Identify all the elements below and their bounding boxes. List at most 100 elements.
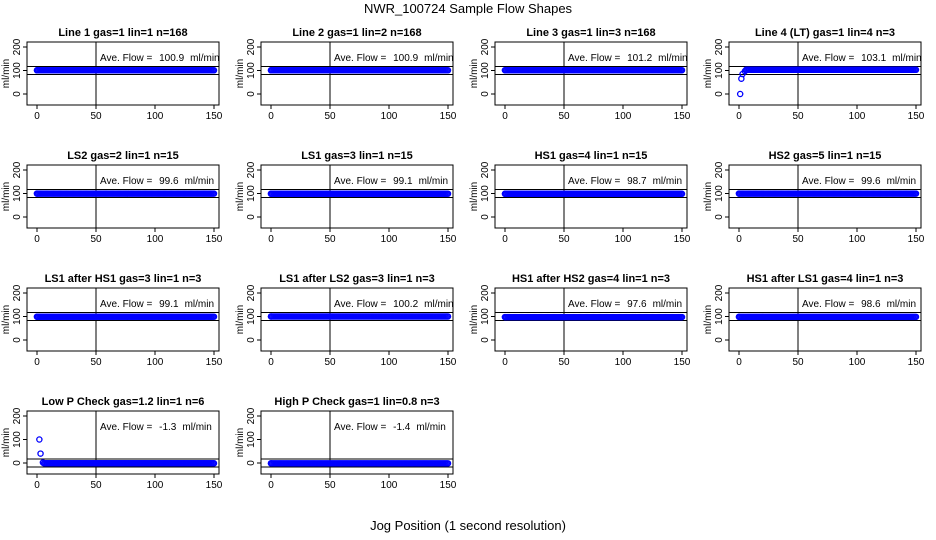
plot-frame	[260, 41, 454, 106]
y-tick-label: 0	[246, 91, 257, 97]
y-tick-label: 100	[12, 308, 23, 325]
panel-title: Line 2 gas=1 lin=2 n=168	[292, 27, 421, 39]
x-tick-label: 150	[440, 234, 457, 245]
y-axis-label: ml/min	[1, 182, 12, 211]
x-tick-label: 150	[206, 357, 223, 368]
average-flow-value: 103.1	[861, 53, 886, 64]
panel-title: LS2 gas=2 lin=1 n=15	[67, 150, 179, 162]
data-point	[678, 190, 686, 198]
y-tick-label: 0	[12, 460, 23, 466]
y-tick-label: 0	[12, 91, 23, 97]
plot-frame	[494, 164, 688, 229]
x-tick-label: 50	[90, 234, 102, 245]
x-tick-label: 100	[615, 111, 632, 122]
x-tick-label: 100	[147, 234, 164, 245]
y-tick-label: 100	[480, 308, 491, 325]
data-points	[267, 313, 452, 320]
panel-8: HS2 gas=5 lin=1 n=150 50 100 1500100200ml/m…	[703, 150, 925, 245]
x-tick-label: 100	[849, 111, 866, 122]
average-flow-value: 97.6	[627, 299, 647, 310]
y-tick-label: 0	[480, 91, 491, 97]
average-flow-unit: ml/min	[658, 53, 687, 64]
y-tick-label: 0	[714, 214, 725, 220]
average-flow-value: 99.1	[393, 176, 413, 187]
plot-frame	[260, 410, 454, 475]
average-flow-label: Ave. Flow = 99.6 ml/min	[802, 176, 916, 187]
y-tick-label: 200	[480, 284, 491, 301]
x-tick-label: 150	[206, 480, 223, 491]
data-points	[36, 436, 218, 467]
x-tick-label: 50	[324, 234, 336, 245]
average-flow-unit: ml/min	[653, 299, 682, 310]
x-tick-label: 150	[674, 357, 691, 368]
x-tick-label: 100	[147, 111, 164, 122]
average-flow-value: 99.6	[159, 176, 179, 187]
average-flow-unit: ml/min	[892, 53, 921, 64]
x-tick-label: 50	[792, 234, 804, 245]
data-points	[33, 67, 218, 74]
panel-title: Line 4 (LT) gas=1 lin=4 n=3	[755, 27, 895, 39]
x-tick-label: 100	[615, 357, 632, 368]
average-flow-label: Ave. Flow = 97.6 ml/min	[568, 299, 682, 310]
average-flow-label: Ave. Flow = 98.7 ml/min	[568, 176, 682, 187]
page-title: NWR_100724 Sample Flow Shapes	[363, 1, 573, 16]
average-flow-prefix: Ave. Flow =	[568, 53, 623, 64]
data-point	[210, 67, 218, 74]
y-tick-label: 200	[12, 38, 23, 55]
average-flow-label: Ave. Flow = -1.4 ml/min	[334, 422, 446, 433]
y-tick-label: 200	[480, 38, 491, 55]
y-tick-label: 100	[246, 185, 257, 202]
average-flow-label: Ave. Flow = 99.6 ml/min	[100, 176, 214, 187]
average-flow-label: Ave. Flow = 98.6 ml/min	[802, 299, 916, 310]
panel-7: HS1 gas=4 lin=1 n=150 50 100 1500100200ml/m…	[469, 150, 691, 245]
x-tick-label: 0	[34, 480, 40, 491]
plot-frame	[260, 164, 454, 229]
panel-title: LS1 after HS1 gas=3 lin=1 n=3	[45, 273, 202, 285]
panel-11: HS1 after HS2 gas=4 lin=1 n=3 0 50 100 150 0 1…	[469, 273, 691, 368]
x-tick-label: 0	[268, 111, 274, 122]
x-tick-label: 50	[90, 111, 102, 122]
data-point	[678, 313, 686, 321]
y-tick-label: 0	[12, 214, 23, 220]
x-tick-label: 50	[558, 357, 570, 368]
y-tick-label: 100	[12, 62, 23, 79]
average-flow-prefix: Ave. Flow =	[802, 299, 857, 310]
average-flow-prefix: Ave. Flow =	[802, 176, 857, 187]
average-flow-label: Ave. Flow = 101.2 ml/min	[568, 53, 688, 64]
average-flow-prefix: Ave. Flow =	[568, 299, 623, 310]
y-axis-label: ml/min	[469, 305, 480, 334]
y-tick-label: 100	[480, 185, 491, 202]
panel-title: HS1 after HS2 gas=4 lin=1 n=3	[512, 273, 670, 285]
average-flow-unit: ml/min	[185, 299, 214, 310]
y-axis-label: ml/min	[703, 59, 714, 88]
data-points	[501, 66, 686, 74]
x-tick-label: 150	[440, 111, 457, 122]
y-tick-label: 200	[714, 161, 725, 178]
average-flow-value: 99.1	[159, 299, 179, 310]
data-point	[912, 313, 920, 321]
x-tick-label: 50	[324, 111, 336, 122]
average-flow-prefix: Ave. Flow =	[334, 299, 389, 310]
panel-2: Line 2 gas=1 lin=2 n=168 0 50 100 150 0 100 200…	[235, 27, 457, 122]
y-tick-label: 100	[246, 62, 257, 79]
y-tick-label: 0	[12, 337, 23, 343]
average-flow-value: 98.7	[627, 176, 647, 187]
panel-title: LS1 gas=3 lin=1 n=15	[301, 150, 413, 162]
data-point	[444, 67, 452, 74]
x-tick-label: 50	[90, 480, 102, 491]
average-flow-prefix: Ave. Flow =	[334, 422, 389, 433]
data-points	[735, 190, 920, 197]
average-flow-unit: ml/min	[190, 53, 219, 64]
average-flow-prefix: Ave. Flow =	[334, 53, 389, 64]
y-axis-label: ml/min	[469, 59, 480, 88]
average-flow-prefix: Ave. Flow =	[334, 176, 389, 187]
panel-title: HS2 gas=5 lin=1 n=15	[769, 150, 882, 162]
panel-title: High P Check gas=1 lin=0.8 n=3	[274, 396, 439, 408]
average-flow-unit: ml/min	[887, 299, 916, 310]
y-tick-label: 100	[714, 62, 725, 79]
x-tick-label: 50	[792, 357, 804, 368]
y-tick-label: 100	[12, 185, 23, 202]
average-flow-label: Ave. Flow = 100.9 ml/min	[100, 53, 220, 64]
panel-10: LS1 after LS2 gas=3 lin=1 n=3 0 50 100 150 0 1…	[235, 273, 457, 368]
average-flow-label: Ave. Flow = 100.2 ml/min	[334, 299, 454, 310]
